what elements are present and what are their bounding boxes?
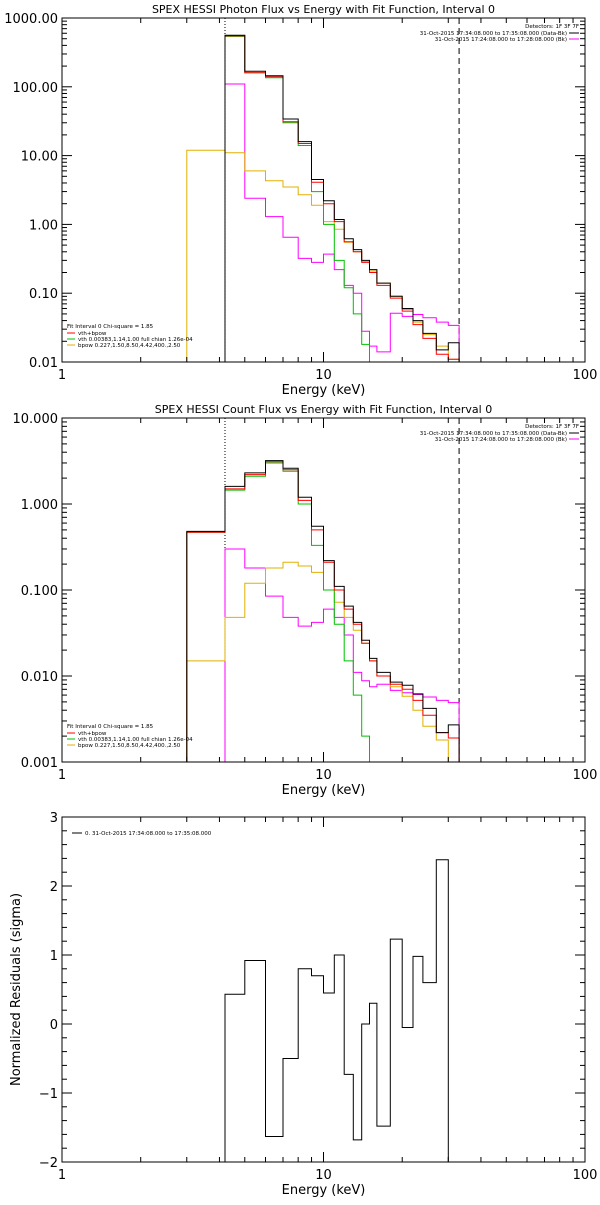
chart1-title: SPEX HESSI Count Flux vs Energy with Fit… — [155, 403, 492, 416]
chart0-xlabel: Energy (keV) — [282, 383, 366, 398]
chart0-legend-fit-item: vth+bpow — [78, 331, 107, 337]
chart0-ytick-label: 0.10 — [29, 287, 58, 302]
chart1-legend-interval-1: 31-Oct-2015 17:34:08.000 to 17:35:08.000… — [420, 431, 567, 437]
chart0-series-bpow — [186, 149, 460, 362]
chart1-xtick-label: 100 — [573, 768, 598, 783]
chart0-legend-interval-1: 31-Oct-2015 17:34:08.000 to 17:35:08.000… — [420, 31, 567, 37]
chart2-xtick-label: 10 — [315, 1168, 332, 1183]
chart0-xtick-label: 10 — [315, 368, 332, 383]
chart2-ytick-label: 0 — [50, 1018, 58, 1033]
chart2-ytick-label: −1 — [39, 1087, 58, 1102]
chart1-legend-fit-item: bpow 0.227,1.50,8.50,4.42,400.,2.50 — [78, 743, 181, 749]
chart0-legend-fit-item: vth 0.00383,1.14,1.00 full chian 1.26e-0… — [78, 337, 193, 343]
chart1-legend-fit-item: vth 0.00383,1.14,1.00 full chian 1.26e-0… — [78, 737, 193, 743]
chart0-xtick-label: 100 — [573, 368, 598, 383]
chart1-plot-area — [186, 418, 460, 762]
chart0-series-total — [224, 35, 460, 362]
chart1-legend-fit-header: Fit Interval 0 Chi-square = 1.85 — [67, 724, 154, 730]
chart1-legend-fit-item: vth+bpow — [78, 731, 107, 737]
chart2-ylabel: Normalized Residuals (sigma) — [9, 893, 24, 1086]
chart2-plot-area — [224, 859, 449, 1162]
chart1-ytick-label: 0.100 — [21, 584, 58, 599]
chart0-ytick-label: 1.00 — [29, 218, 58, 233]
chart2-ytick-label: 1 — [50, 949, 58, 964]
chart0-ytick-label: 1000.00 — [4, 12, 58, 27]
chart1: SPEX HESSI Count Flux vs Energy with Fit… — [13, 403, 598, 798]
chart1-xlabel: Energy (keV) — [282, 783, 366, 798]
chart1-series-bpow — [186, 561, 460, 762]
chart0-plot-area — [186, 18, 460, 362]
chart1-series-data — [186, 460, 460, 762]
chart2-xlabel: Energy (keV) — [282, 1183, 366, 1198]
chart2-xtick-label: 100 — [573, 1168, 598, 1183]
chart0: SPEX HESSI Photon Flux vs Energy with Fi… — [4, 3, 597, 398]
chart0-legend-detectors: Detectors: 1F 3F 7F — [525, 24, 579, 30]
chart2-ytick-label: 2 — [50, 880, 58, 895]
chart0-series-background — [224, 83, 460, 362]
chart0-legend-fit-header: Fit Interval 0 Chi-square = 1.85 — [67, 324, 154, 330]
chart0-title: SPEX HESSI Photon Flux vs Energy with Fi… — [152, 3, 495, 16]
chart2: 1 10 100 Energy (keV) −2 −1 0 1 2 3 Normalized Res… — [9, 811, 597, 1198]
chart2-xtick-label: 1 — [58, 1168, 66, 1183]
chart2-legend-item: 0. 31-Oct-2015 17:34:08.000 to 17:35:08.… — [85, 831, 212, 837]
chart0-series-thermal — [224, 35, 370, 362]
chart0-ytick-label: 10.00 — [21, 150, 58, 165]
chart1-ytick-label: 1.000 — [21, 498, 58, 513]
chart0-legend-fit-item: bpow 0.227,1.50,8.50,4.42,400.,2.50 — [78, 343, 181, 349]
chart0-series-data — [224, 34, 460, 362]
chart2-ytick-label: 3 — [50, 811, 58, 826]
chart1-series-background — [224, 548, 460, 762]
chart1-ytick-label: 10.000 — [13, 412, 59, 427]
chart0-ytick-label: 0.01 — [29, 356, 58, 371]
chart2-ytick-label: −2 — [39, 1156, 58, 1171]
chart1-legend-interval-2: 31-Oct-2015 17:24:08.000 to 17:28:08.000… — [435, 437, 567, 443]
chart1-series-total — [186, 461, 460, 762]
chart0-xtick-label: 1 — [58, 368, 66, 383]
chart2-series-residuals — [224, 859, 449, 1162]
chart1-ytick-label: 0.010 — [21, 670, 58, 685]
chart1-xtick-label: 10 — [315, 768, 332, 783]
chart0-legend-interval-2: 31-Oct-2015 17:24:08.000 to 17:28:08.000… — [435, 37, 567, 43]
chart1-ytick-label: 0.001 — [21, 756, 58, 771]
chart1-legend-detectors: Detectors: 1F 3F 7F — [525, 424, 579, 430]
chart1-xtick-label: 1 — [58, 768, 66, 783]
chart0-ytick-label: 100.00 — [13, 81, 59, 96]
